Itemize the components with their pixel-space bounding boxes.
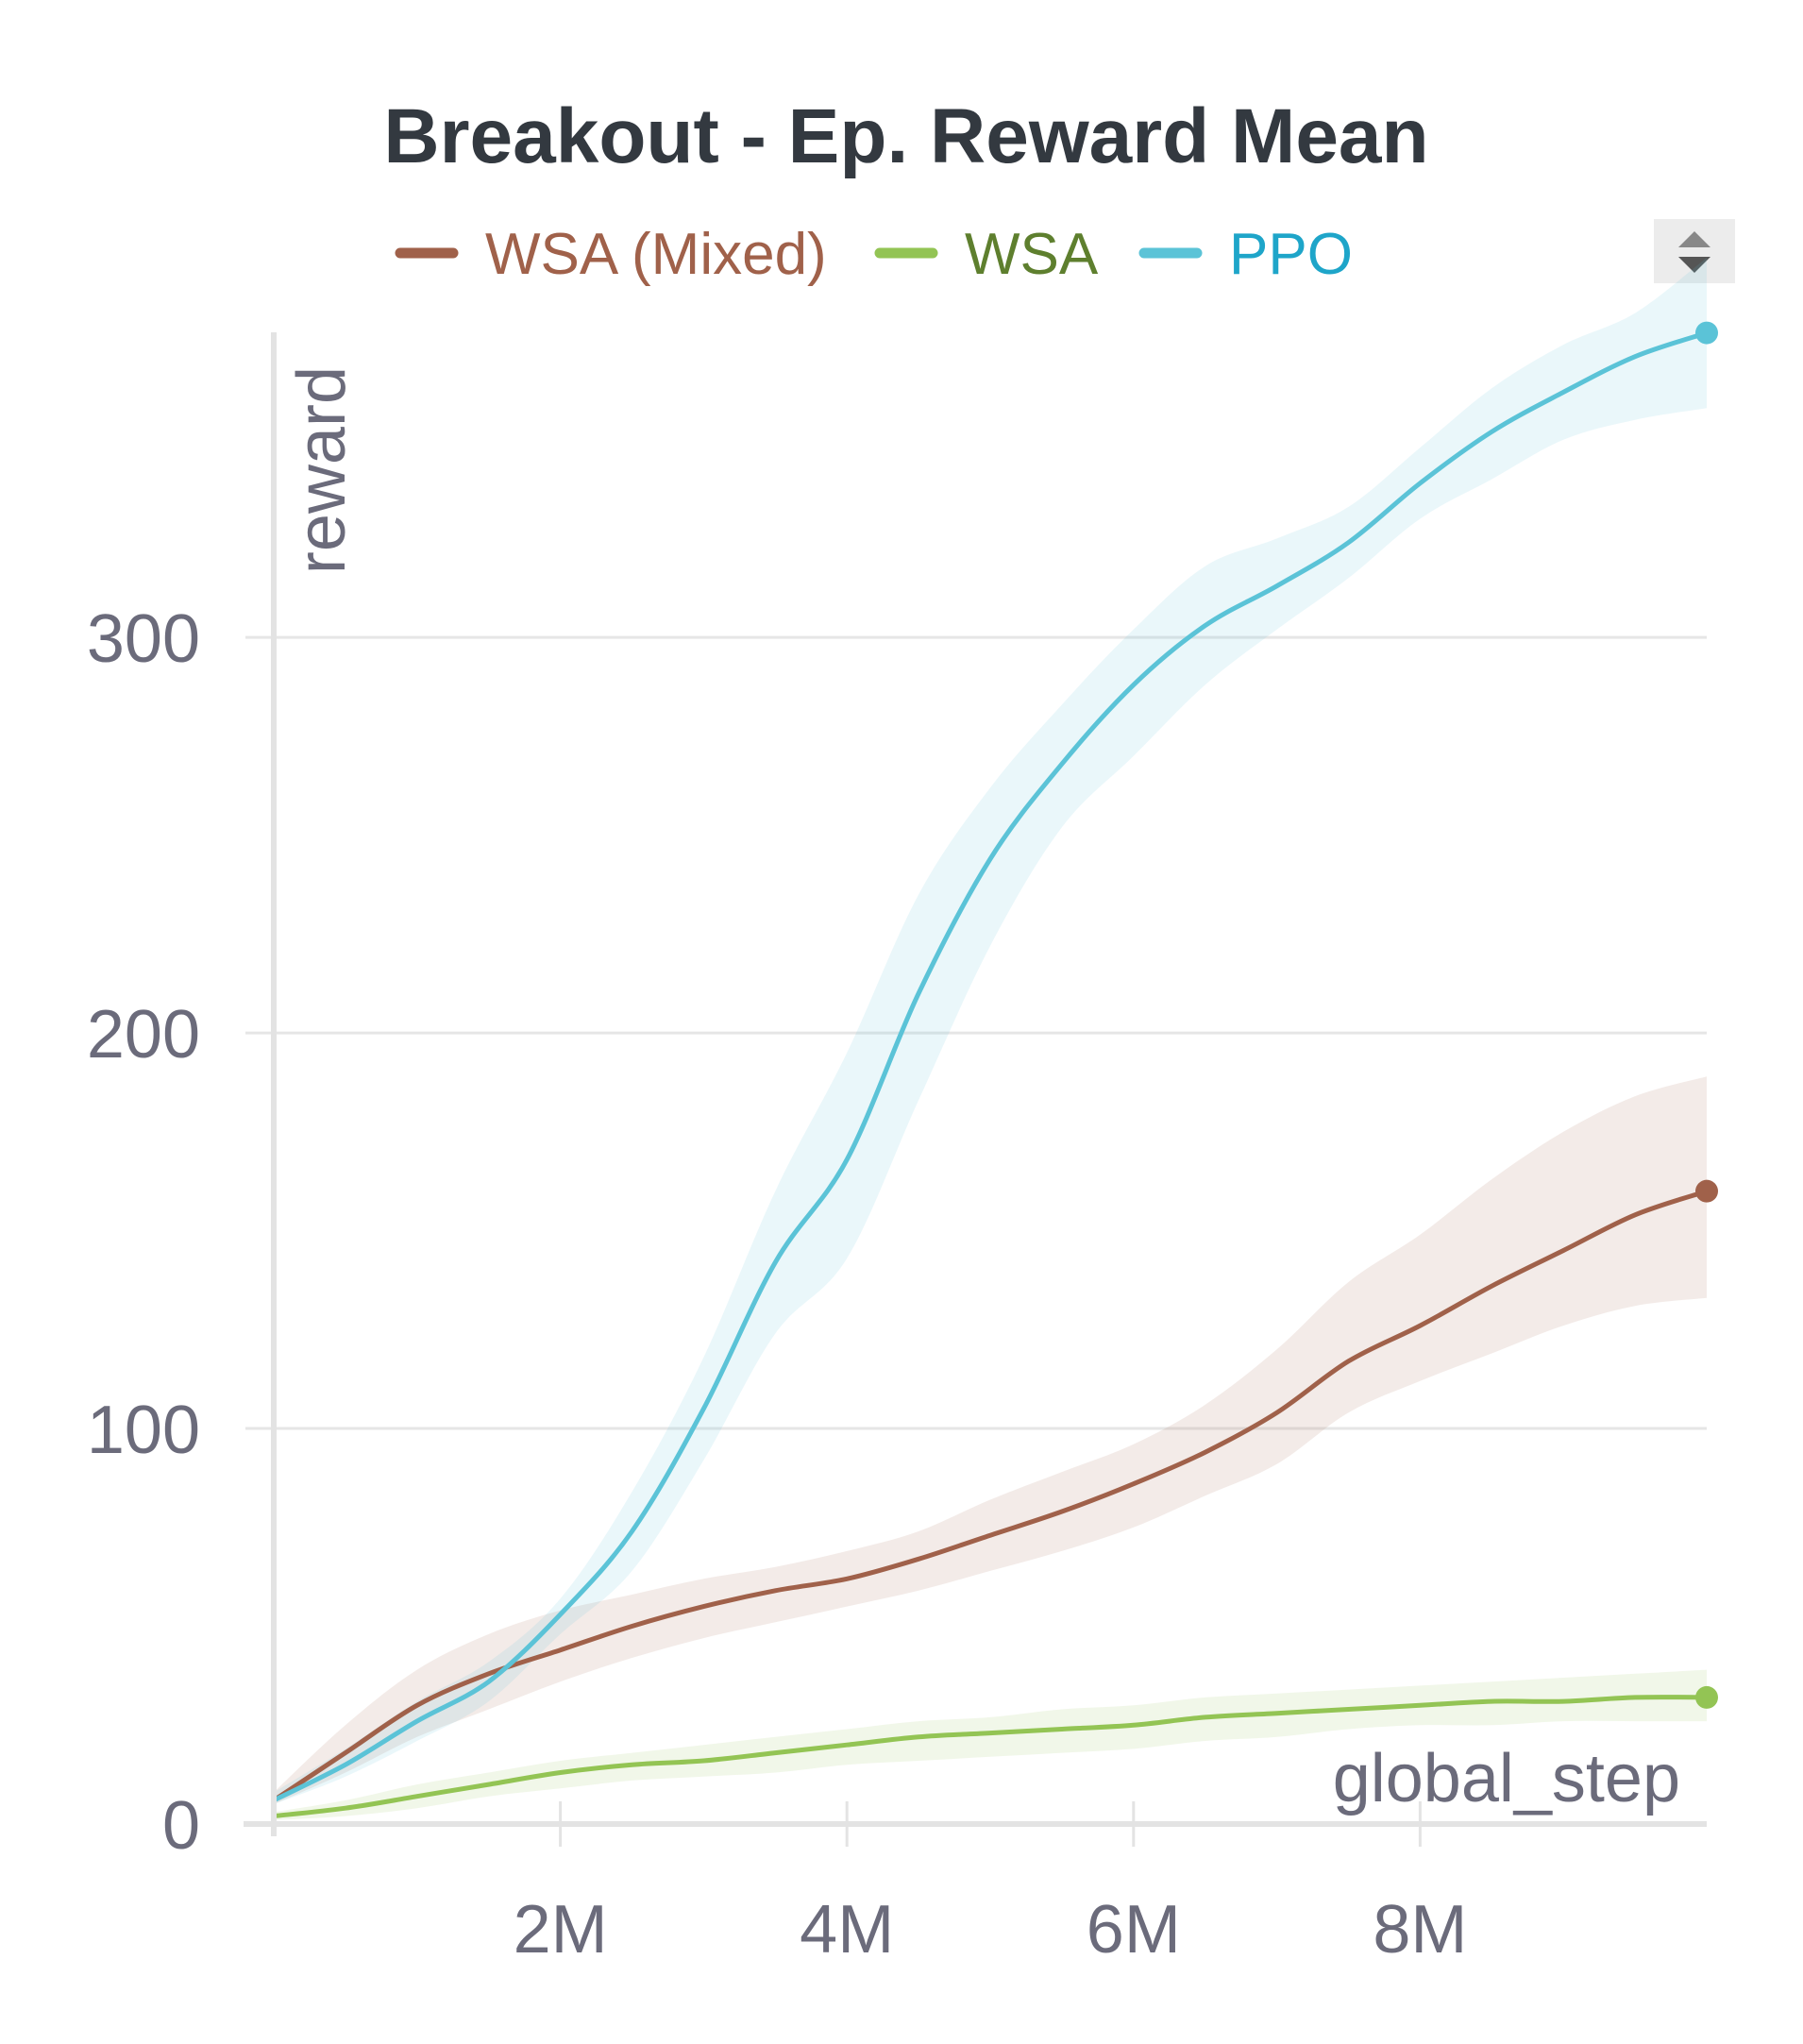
legend-label: WSA [965, 222, 1099, 287]
sort-down-icon [1678, 257, 1710, 273]
series-lines [271, 321, 1718, 1819]
confidence-band [274, 258, 1707, 1805]
x-tick-label: 8M [1373, 1892, 1467, 1968]
sort-toggle-button[interactable] [1654, 219, 1735, 283]
y-tick-label: 0 [162, 1788, 200, 1864]
y-axis-label: reward [284, 366, 360, 574]
x-tick-label: 2M [514, 1892, 608, 1968]
series-end-point[interactable] [1695, 1685, 1718, 1709]
chart-title: Breakout - Ep. Reward Mean [383, 93, 1428, 179]
axes [244, 332, 1707, 1847]
series-end-point[interactable] [1695, 1179, 1718, 1203]
legend-label: WSA (Mixed) [485, 222, 827, 287]
legend-item[interactable]: WSA [874, 222, 1099, 287]
legend-label: PPO [1229, 222, 1353, 287]
tick-labels: 2M 4M 6M 8M 0 100 200 300 [87, 601, 1468, 1968]
series-end-point[interactable] [1695, 321, 1718, 345]
x-axis-label: global_step [1333, 1741, 1680, 1816]
y-tick-label: 100 [87, 1393, 200, 1468]
gridlines [245, 635, 1707, 1430]
legend-item[interactable]: WSA (Mixed) [395, 222, 827, 287]
y-tick-label: 200 [87, 997, 200, 1073]
x-tick-label: 6M [1087, 1892, 1181, 1968]
confidence-bands [274, 258, 1707, 1820]
y-tick-label: 300 [87, 601, 200, 677]
x-tick-label: 4M [800, 1892, 894, 1968]
sort-up-icon [1678, 231, 1710, 247]
series-line[interactable] [271, 1695, 1710, 1819]
series-line[interactable] [271, 330, 1710, 1803]
legend-item[interactable]: PPO [1138, 222, 1353, 287]
legend[interactable]: WSA (Mixed) WSA PPO [395, 222, 1353, 287]
confidence-band [274, 1076, 1707, 1805]
